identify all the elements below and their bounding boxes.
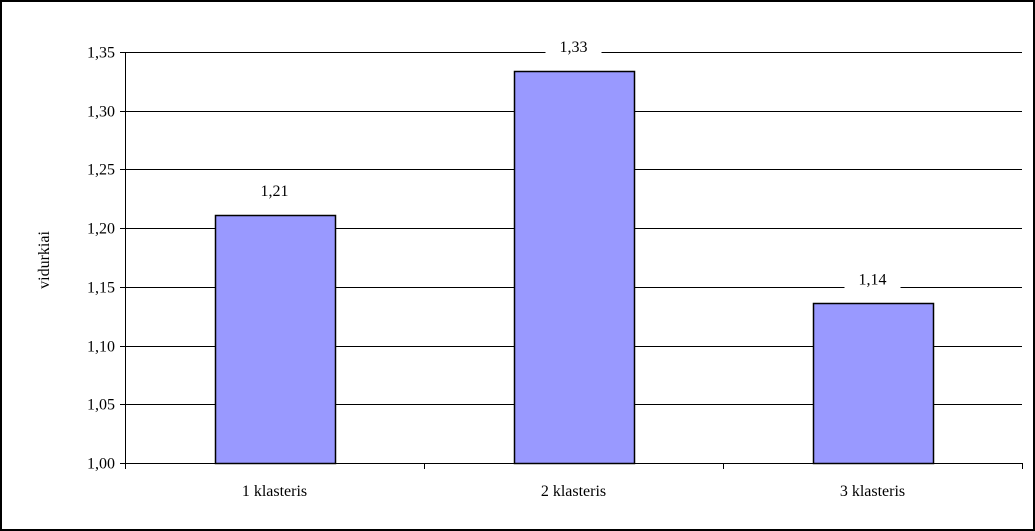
y-tick-label: 1,15 <box>87 280 115 297</box>
y-tick-label: 1,20 <box>87 221 115 238</box>
data-label: 1,33 <box>560 39 588 56</box>
category-label: 1 klasteris <box>242 483 307 500</box>
y-tick-label: 1,25 <box>87 162 115 179</box>
y-tick-label: 1,35 <box>87 45 115 62</box>
axes <box>120 52 1023 469</box>
bar <box>513 70 636 465</box>
data-label-background <box>844 267 901 290</box>
labels: 1,00 1,05 1,10 1,15 1,20 1,25 1,30 1,35 1,21 1 kl… <box>87 34 905 500</box>
data-label-background <box>246 179 303 202</box>
bars <box>214 70 935 465</box>
bar <box>812 302 935 465</box>
data-label-background <box>545 34 602 57</box>
y-tick-label: 1,00 <box>87 456 115 473</box>
y-axis-title: vidurkiai <box>36 231 53 289</box>
bar <box>214 214 337 465</box>
data-label: 1,21 <box>261 183 289 200</box>
y-tick-label: 1,10 <box>87 339 115 356</box>
category-label: 2 klasteris <box>541 483 606 500</box>
y-tick-label: 1,05 <box>87 397 115 414</box>
y-tick-label: 1,30 <box>87 104 115 121</box>
category-label: 3 klasteris <box>840 483 905 500</box>
data-label: 1,14 <box>859 271 887 288</box>
